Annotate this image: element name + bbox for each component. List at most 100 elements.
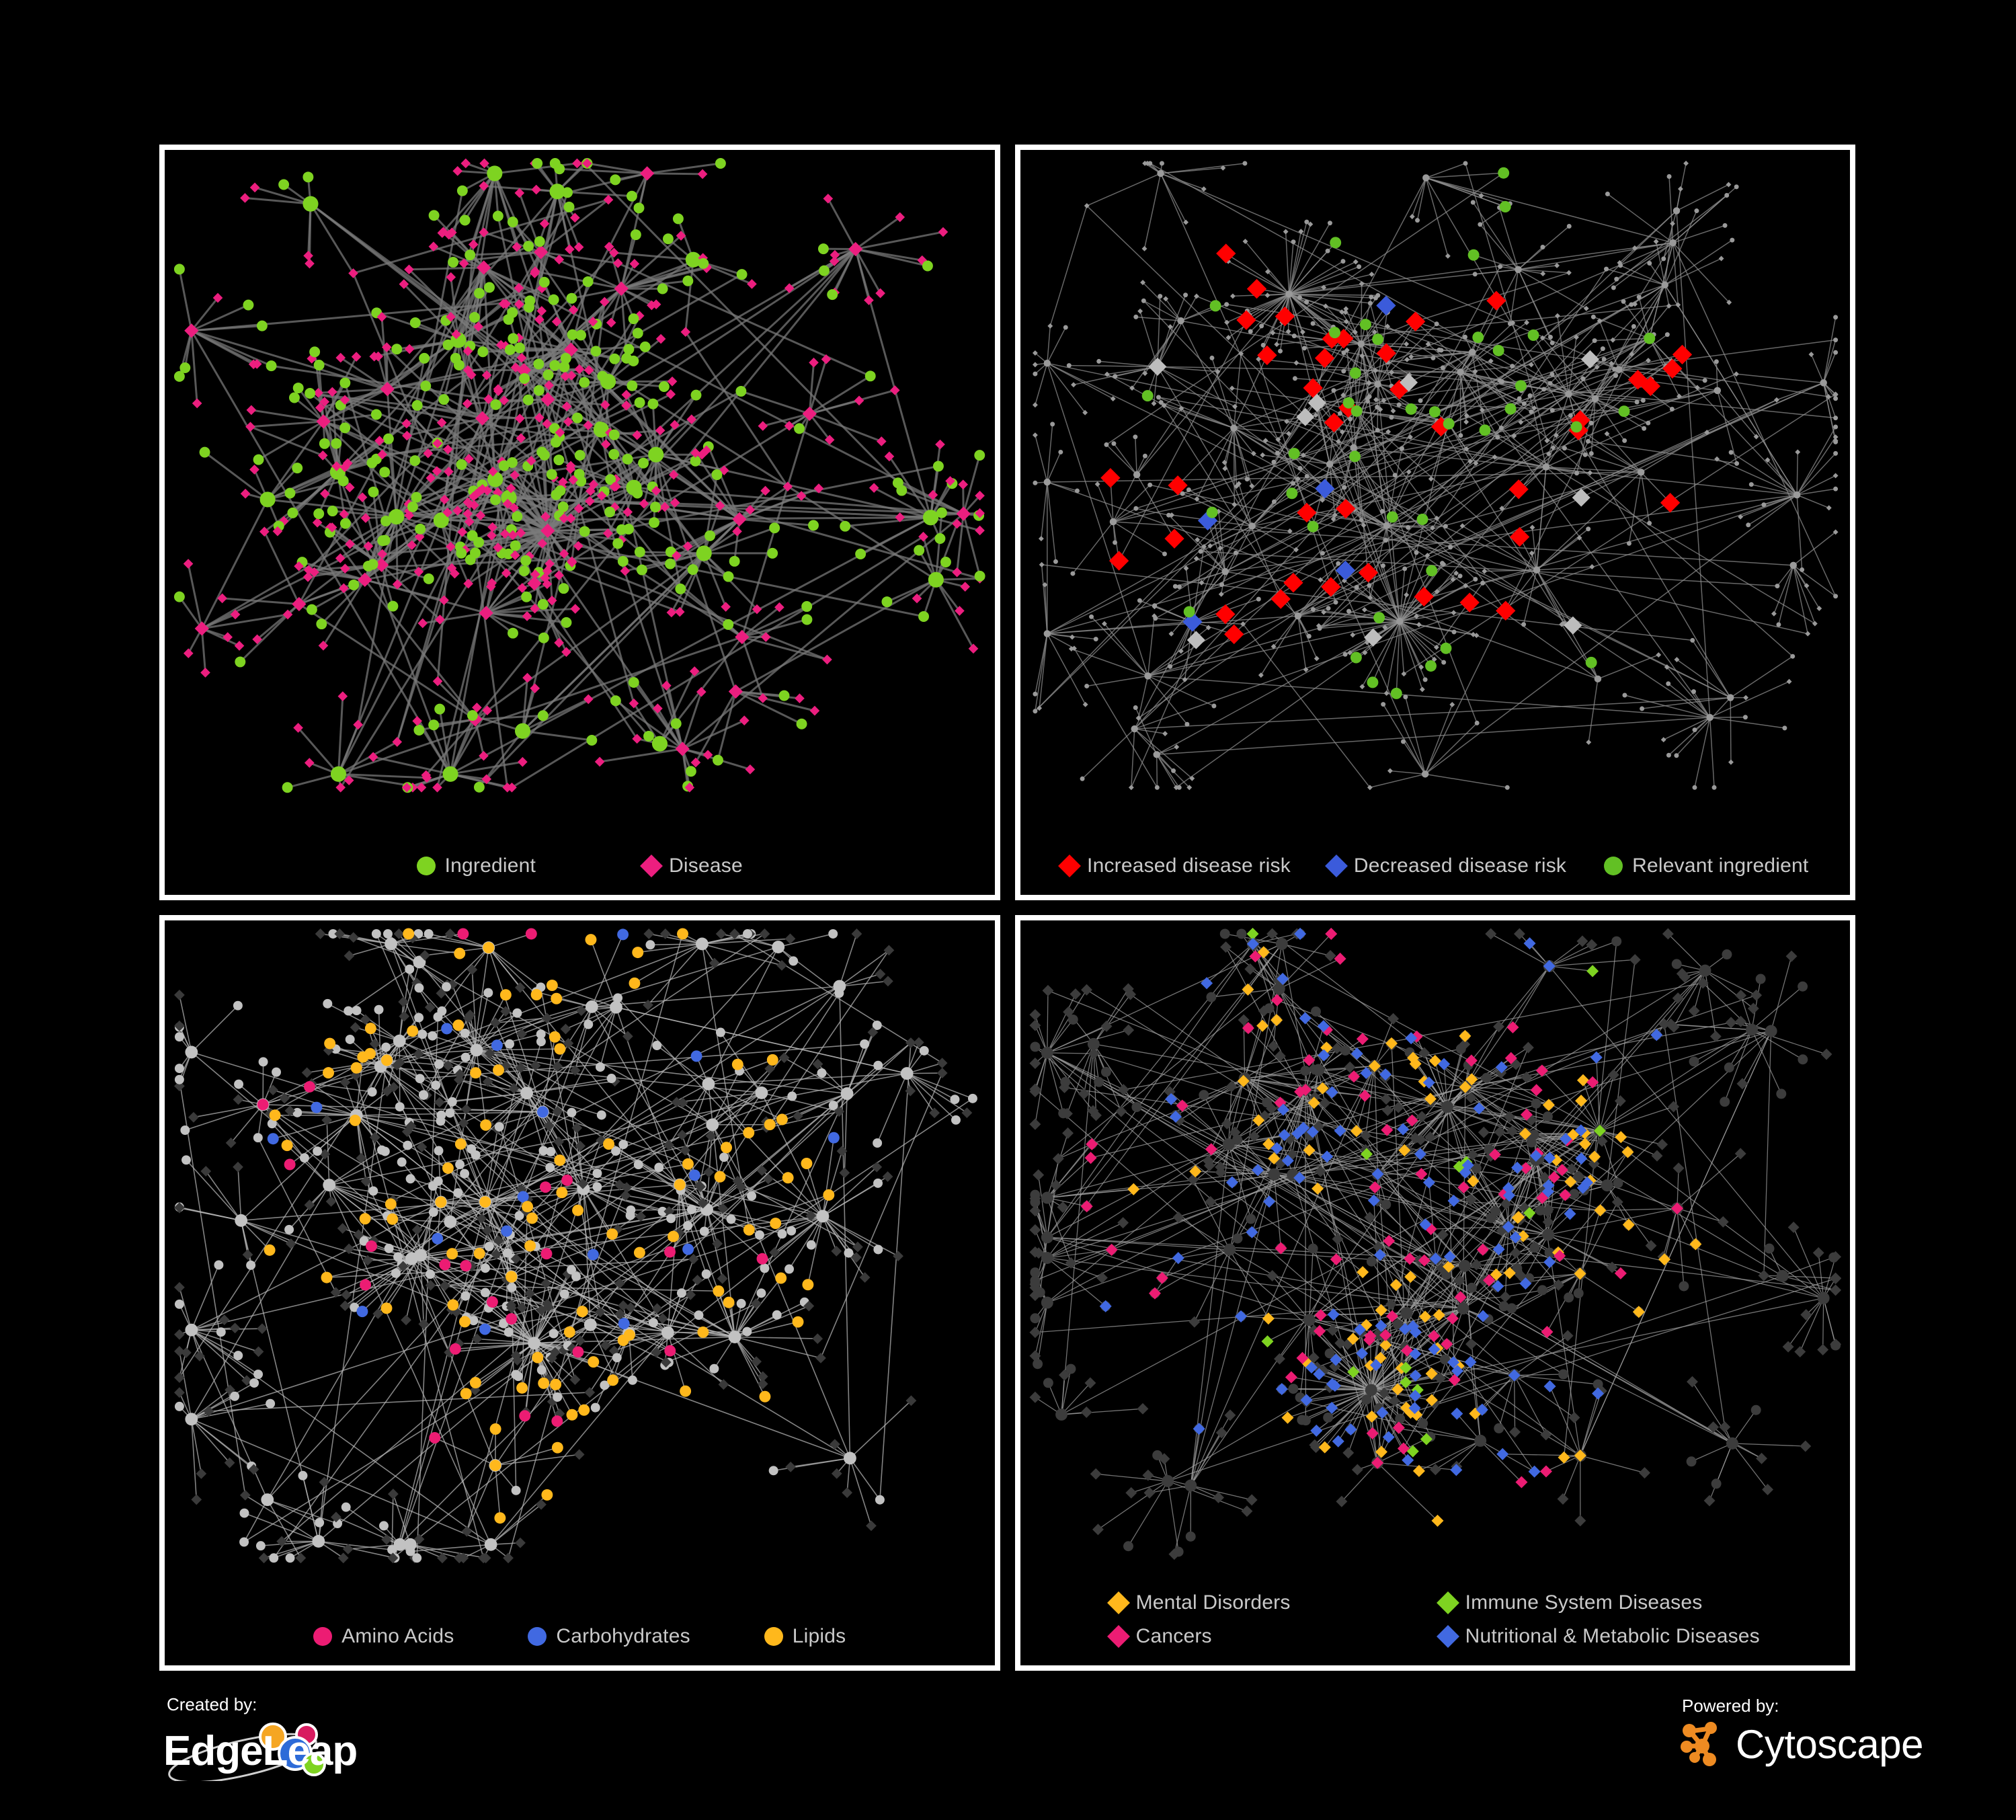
network-node-mental-disorders[interactable] — [1385, 1037, 1398, 1050]
network-node-lipids[interactable] — [489, 1423, 501, 1435]
network-node-lipids[interactable] — [632, 947, 644, 959]
network-node-relevant-ingredient[interactable] — [1349, 367, 1361, 379]
network-node-increased-risk[interactable] — [1108, 551, 1129, 571]
network-node-mental-disorders[interactable] — [1425, 1394, 1438, 1407]
network-node-nutritional-metabolic-diseases[interactable] — [1275, 1383, 1288, 1396]
network-node-mental-disorders[interactable] — [1517, 1230, 1529, 1242]
network-node-nutritional-metabolic-diseases[interactable] — [1293, 1171, 1305, 1184]
network-node-lipids[interactable] — [782, 1172, 794, 1184]
network-node-lipids[interactable] — [479, 1196, 491, 1208]
network-node-amino-acids[interactable] — [506, 1313, 518, 1325]
network-node-nutritional-metabolic-diseases[interactable] — [1491, 1280, 1504, 1293]
panel-ingredient-class[interactable]: Amino Acids Carbohydrates Lipids — [159, 915, 1000, 1671]
network-node-nutritional-metabolic-diseases[interactable] — [1447, 1194, 1460, 1208]
network-node-nutritional-metabolic-diseases[interactable] — [1245, 1226, 1258, 1238]
network-node-mental-disorders[interactable] — [1632, 1306, 1645, 1318]
network-node-lipids[interactable] — [603, 1138, 614, 1150]
network-node-cancers[interactable] — [1242, 1022, 1254, 1035]
network-node-lipids[interactable] — [714, 1171, 726, 1183]
network-node-cancers[interactable] — [1334, 952, 1346, 965]
network-node-lipids[interactable] — [522, 1201, 534, 1213]
network-node-relevant-ingredient[interactable] — [1499, 201, 1511, 212]
network-node-mental-disorders[interactable] — [1127, 1183, 1139, 1195]
network-node-mental-disorders[interactable] — [1558, 1451, 1570, 1464]
network-node-relevant-ingredient[interactable] — [1467, 249, 1480, 261]
network-node-mental-disorders[interactable] — [1593, 1204, 1607, 1217]
network-node-lipids[interactable] — [674, 1179, 686, 1191]
network-node-relevant-ingredient[interactable] — [1425, 565, 1437, 577]
network-node-carbohydrates[interactable] — [618, 1318, 630, 1330]
network-node-lipids[interactable] — [480, 1119, 492, 1131]
network-node-lipids[interactable] — [566, 1409, 578, 1421]
network-node-amino-acids[interactable] — [257, 1099, 269, 1111]
network-node-lipids[interactable] — [766, 1054, 778, 1066]
network-node-nutritional-metabolic-diseases[interactable] — [1461, 1159, 1474, 1172]
network-node-relevant-ingredient[interactable] — [1329, 237, 1341, 249]
network-node-relevant-ingredient[interactable] — [1479, 424, 1490, 436]
network-node-carbohydrates[interactable] — [479, 1323, 491, 1335]
network-node-nutritional-metabolic-diseases[interactable] — [1373, 1249, 1386, 1261]
network-node-lipids[interactable] — [452, 1019, 465, 1031]
network-node-decreased-risk[interactable] — [1375, 295, 1396, 316]
network-node-lipids[interactable] — [469, 1377, 481, 1388]
network-node-lipids[interactable] — [494, 1512, 506, 1524]
network-node-cancers[interactable] — [1274, 1242, 1287, 1255]
network-node-lipids[interactable] — [576, 1306, 588, 1318]
network-node-carbohydrates[interactable] — [267, 1133, 279, 1145]
network-node-amino-acids[interactable] — [457, 928, 469, 940]
network-node-relevant-ingredient[interactable] — [1440, 642, 1451, 654]
network-node-nutritional-metabolic-diseases[interactable] — [1299, 1012, 1312, 1025]
network-node-immune-system-diseases[interactable] — [1260, 1335, 1273, 1348]
network-node-lipids[interactable] — [713, 1285, 725, 1297]
network-node-lipids[interactable] — [792, 1316, 804, 1328]
network-node-mental-disorders[interactable] — [1519, 1127, 1531, 1140]
network-node-lipids[interactable] — [588, 1356, 600, 1368]
network-node-nutritional-metabolic-diseases[interactable] — [1225, 1176, 1238, 1189]
network-node-nutritional-metabolic-diseases[interactable] — [1502, 1220, 1515, 1233]
network-node-lipids[interactable] — [524, 1240, 536, 1252]
network-node-relevant-ingredient[interactable] — [1141, 390, 1154, 402]
network-node-lipids[interactable] — [269, 1109, 281, 1121]
network-node-lipids[interactable] — [801, 1158, 813, 1169]
network-node-relevant-ingredient[interactable] — [1288, 448, 1300, 460]
network-node-nutritional-metabolic-diseases[interactable] — [1508, 1369, 1521, 1382]
network-node-relevant-ingredient[interactable] — [1585, 656, 1597, 668]
network-node-lipids[interactable] — [385, 1198, 397, 1210]
network-node-other-highlight[interactable] — [1147, 357, 1166, 376]
network-node-lipids[interactable] — [546, 980, 558, 992]
network-node-nutritional-metabolic-diseases[interactable] — [1409, 1369, 1422, 1382]
network-node-lipids[interactable] — [264, 1244, 276, 1256]
network-node-amino-acids[interactable] — [519, 1410, 531, 1422]
network-node-amino-acids[interactable] — [449, 1343, 461, 1355]
network-node-cancers[interactable] — [1080, 1200, 1093, 1213]
network-node-relevant-ingredient[interactable] — [1428, 406, 1441, 418]
network-node-mental-disorders[interactable] — [1442, 1260, 1455, 1273]
network-node-amino-acids[interactable] — [664, 1345, 676, 1357]
network-node-other-highlight[interactable] — [1295, 407, 1314, 426]
network-node-lipids[interactable] — [454, 1138, 467, 1150]
panel-disease-class[interactable]: Mental Disorders Immune System Diseases Ca… — [1014, 915, 1855, 1671]
network-node-relevant-ingredient[interactable] — [1390, 687, 1402, 699]
network-node-lipids[interactable] — [380, 1054, 393, 1066]
network-node-increased-risk[interactable] — [1672, 344, 1692, 365]
network-node-lipids[interactable] — [493, 1064, 504, 1076]
network-node-lipids[interactable] — [349, 1114, 361, 1126]
network-node-amino-acids[interactable] — [366, 1240, 377, 1253]
network-node-carbohydrates[interactable] — [501, 1225, 513, 1237]
network-node-lipids[interactable] — [473, 1247, 485, 1259]
network-node-nutritional-metabolic-diseases[interactable] — [1422, 1176, 1435, 1189]
network-node-carbohydrates[interactable] — [311, 1101, 323, 1113]
network-node-relevant-ingredient[interactable] — [1206, 506, 1218, 518]
network-node-relevant-ingredient[interactable] — [1471, 331, 1484, 344]
network-node-nutritional-metabolic-diseases[interactable] — [1169, 1110, 1182, 1123]
network-node-lipids[interactable] — [483, 942, 495, 954]
network-node-lipids[interactable] — [324, 1037, 336, 1050]
network-node-mental-disorders[interactable] — [1270, 1014, 1283, 1027]
network-node-lipids[interactable] — [607, 1374, 619, 1386]
network-node-mental-disorders[interactable] — [1576, 1074, 1589, 1086]
network-node-nutritional-metabolic-diseases[interactable] — [1543, 959, 1556, 973]
network-node-carbohydrates[interactable] — [587, 1249, 599, 1261]
panel-ingredient-disease[interactable]: Ingredient Disease — [159, 145, 1000, 900]
network-node-relevant-ingredient[interactable] — [1492, 344, 1504, 356]
network-node-lipids[interactable] — [682, 1158, 694, 1170]
